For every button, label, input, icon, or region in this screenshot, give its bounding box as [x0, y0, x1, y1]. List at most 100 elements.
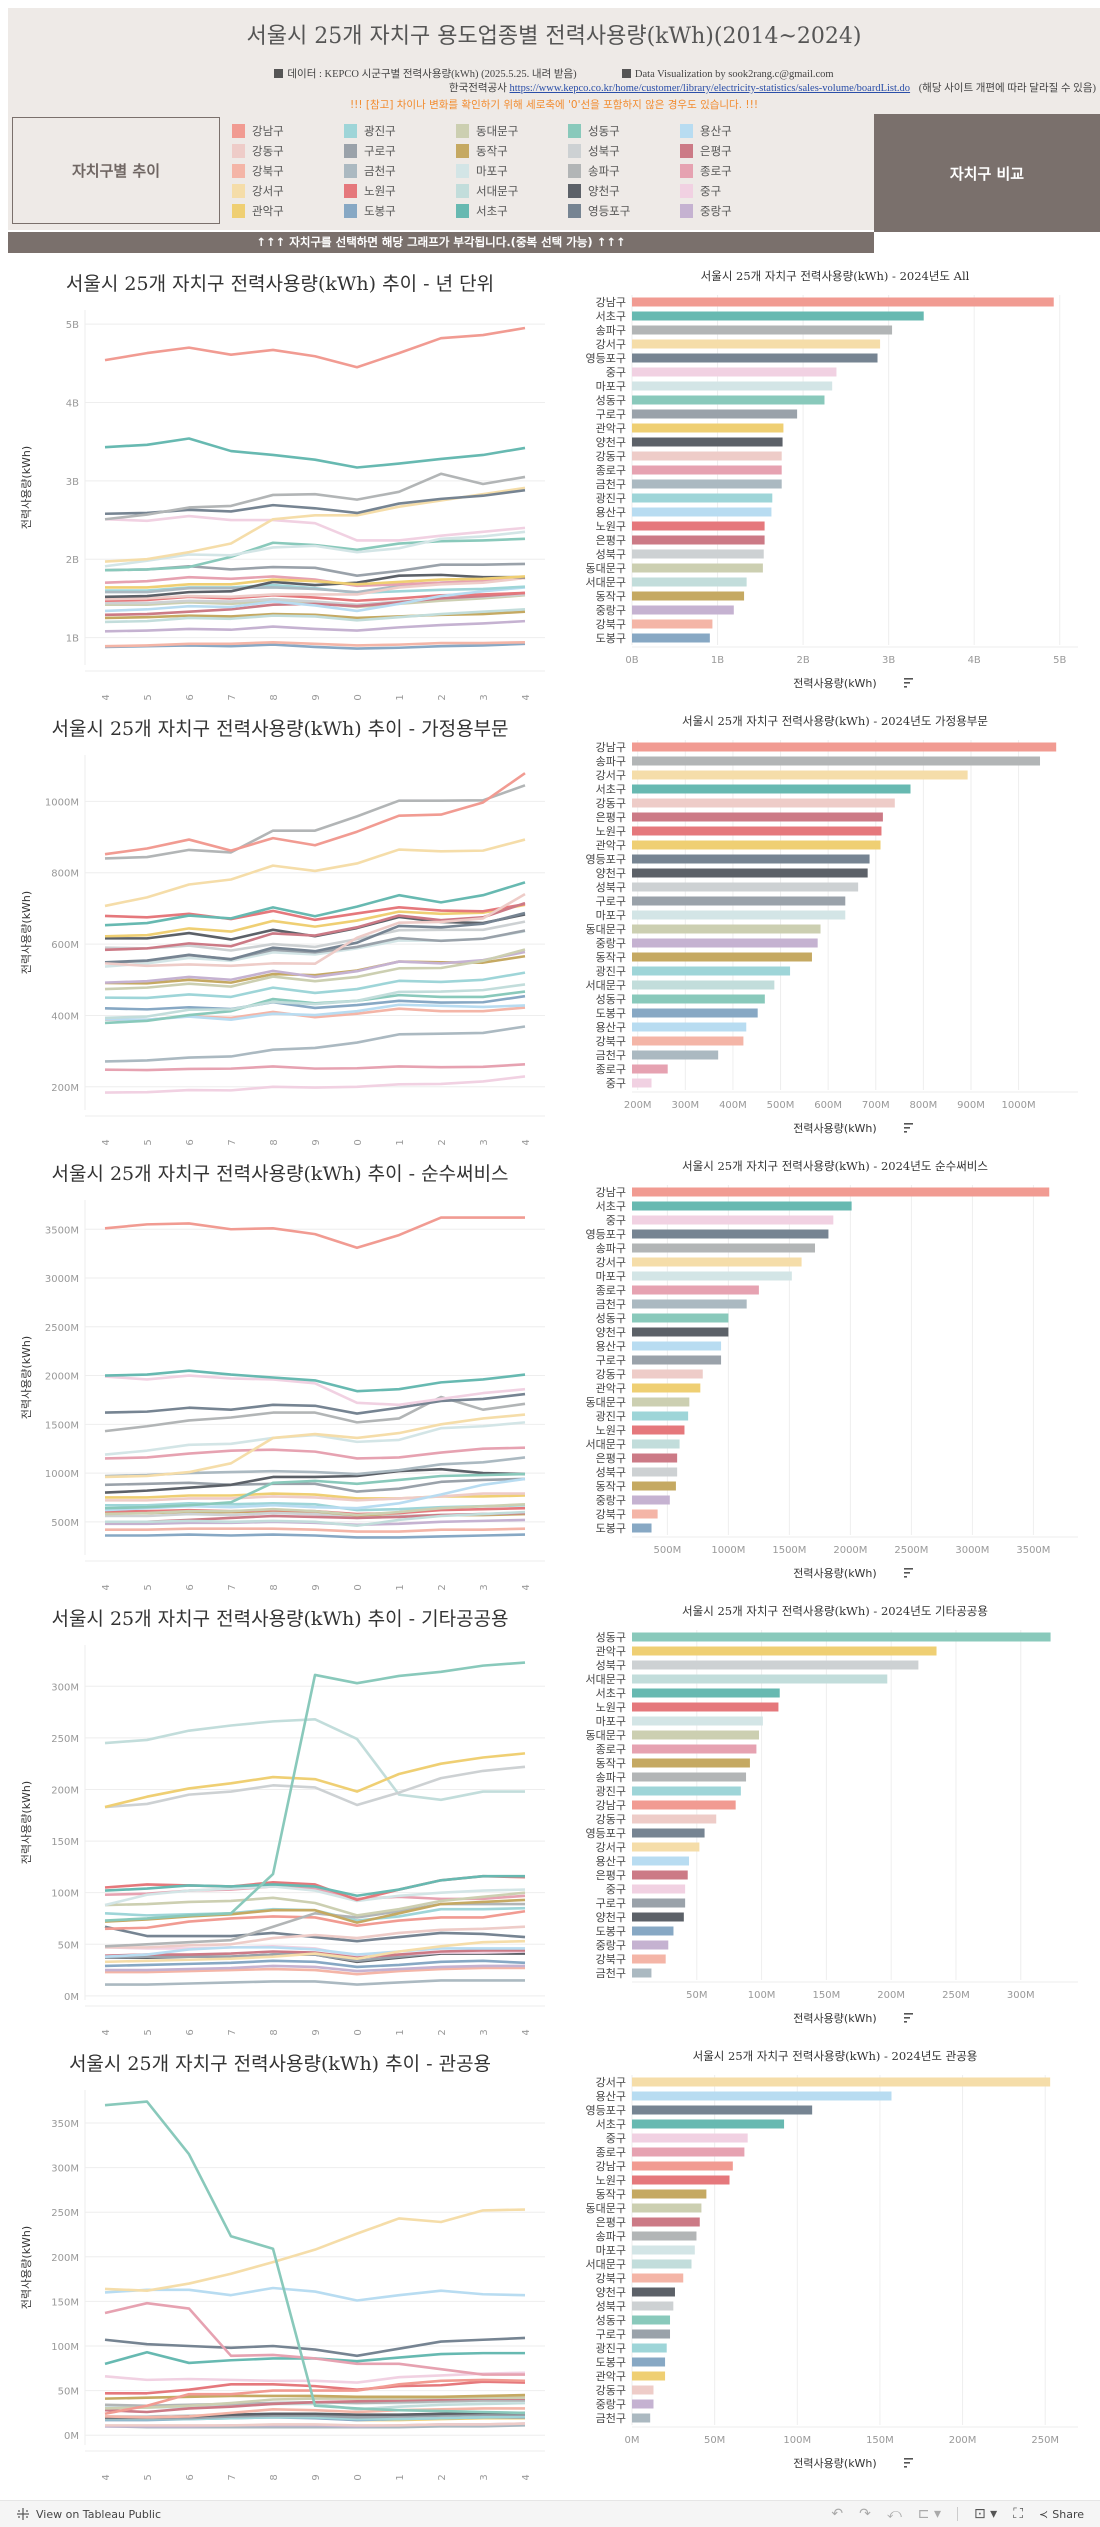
series-line-강서구[interactable] [104, 1939, 526, 1964]
bar-마포구[interactable] [632, 381, 833, 391]
series-line-강동구[interactable] [105, 1492, 525, 1502]
bar-금천구[interactable] [632, 1299, 747, 1309]
bar-서초구[interactable] [632, 311, 924, 321]
series-line-종로구[interactable] [104, 1063, 526, 1072]
bar-성동구[interactable] [632, 1313, 729, 1323]
bar-송파구[interactable] [632, 325, 893, 335]
series-line-중구[interactable] [104, 514, 526, 542]
fullscreen-icon[interactable]: ⛶ [1013, 2506, 1024, 2522]
series-line-양천구[interactable] [104, 573, 525, 599]
series-line-노원구[interactable] [104, 902, 526, 922]
bar-송파구[interactable] [632, 756, 1041, 766]
legend-item[interactable]: 마포구 [456, 161, 568, 181]
legend-item[interactable]: 중구 [680, 181, 792, 201]
bar-관악구[interactable] [632, 1646, 937, 1656]
bar-관악구[interactable] [632, 2371, 666, 2381]
bar-강북구[interactable] [632, 1509, 658, 1519]
bar-중랑구[interactable] [632, 1495, 670, 1505]
series-line-영등포구[interactable] [104, 1392, 526, 1415]
series-line-강북구[interactable] [105, 1966, 525, 1976]
legend-item[interactable]: 중랑구 [680, 201, 792, 221]
bar-강남구[interactable] [632, 742, 1057, 752]
series-line-강남구[interactable] [104, 1909, 526, 1931]
bar-은평구[interactable] [632, 812, 883, 822]
series-line-강동구[interactable] [104, 893, 526, 968]
bar-양천구[interactable] [632, 437, 783, 447]
sort-icon[interactable] [904, 678, 913, 688]
bar-용산구[interactable] [632, 1341, 722, 1351]
series-line-용산구[interactable] [104, 2286, 526, 2302]
bar-노원구[interactable] [632, 521, 765, 531]
bar-서대문구[interactable] [632, 2259, 692, 2269]
series-line-중랑구[interactable] [105, 1964, 525, 1973]
series-line-마포구[interactable] [104, 1885, 526, 1907]
bar-도봉구[interactable] [632, 633, 710, 643]
bar-종로구[interactable] [632, 465, 782, 475]
bar-동대문구[interactable] [632, 1730, 759, 1740]
series-line-종로구[interactable] [104, 2301, 525, 2376]
bar-서대문구[interactable] [632, 980, 775, 990]
series-line-마포구[interactable] [104, 530, 526, 568]
bar-관악구[interactable] [632, 423, 784, 433]
bar-성동구[interactable] [632, 994, 765, 1004]
series-line-관악구[interactable] [104, 903, 526, 938]
bar-노원구[interactable] [632, 1702, 779, 1712]
bar-성북구[interactable] [632, 1660, 919, 1670]
bar-중구[interactable] [632, 1215, 834, 1225]
series-line-광진구[interactable] [104, 971, 526, 1000]
series-line-강북구[interactable] [104, 640, 526, 648]
series-line-서대문구[interactable] [104, 983, 526, 1020]
bar-양천구[interactable] [632, 868, 868, 878]
undo-icon[interactable]: ↶ [831, 2506, 844, 2522]
bar-서대문구[interactable] [632, 1439, 680, 1449]
series-line-성북구[interactable] [104, 1765, 526, 1809]
bar-강동구[interactable] [632, 2385, 654, 2395]
legend-item[interactable]: 구로구 [344, 141, 456, 161]
share-button[interactable]: ≺ Share [1039, 2508, 1084, 2521]
legend-item[interactable]: 강서구 [232, 181, 344, 201]
legend-item[interactable]: 서초구 [456, 201, 568, 221]
legend-item[interactable]: 강동구 [232, 141, 344, 161]
legend-item[interactable]: 성동구 [568, 121, 680, 141]
legend-item[interactable]: 동대문구 [456, 121, 568, 141]
bar-서초구[interactable] [632, 2119, 785, 2129]
series-line-강동구[interactable] [105, 2422, 526, 2427]
bar-강서구[interactable] [632, 770, 968, 780]
series-line-영등포구[interactable] [104, 2336, 526, 2358]
bar-금천구[interactable] [632, 1968, 652, 1978]
district-trend-button[interactable]: 자치구별 추이 [12, 117, 220, 224]
bar-종로구[interactable] [632, 1285, 759, 1295]
bar-광진구[interactable] [632, 1411, 689, 1421]
bar-금천구[interactable] [632, 2413, 651, 2423]
series-line-서초구[interactable] [104, 881, 526, 927]
series-line-중랑구[interactable] [104, 950, 526, 984]
series-line-중구[interactable] [104, 1075, 526, 1094]
series-line-은평구[interactable] [104, 901, 526, 952]
bar-중구[interactable] [632, 2133, 748, 2143]
series-line-강서구[interactable] [104, 1413, 526, 1479]
bar-동대문구[interactable] [632, 1397, 690, 1407]
series-line-도봉구[interactable] [104, 994, 526, 1011]
bar-중랑구[interactable] [632, 1940, 669, 1950]
series-line-도봉구[interactable] [105, 1533, 526, 1539]
series-line-송파구[interactable] [104, 784, 526, 860]
bar-중랑구[interactable] [632, 938, 818, 948]
series-line-은평구[interactable] [104, 591, 526, 617]
bar-양천구[interactable] [632, 1912, 684, 1922]
series-line-강남구[interactable] [104, 2378, 526, 2416]
bar-은평구[interactable] [632, 535, 765, 545]
series-line-강남구[interactable] [104, 772, 526, 856]
legend-item[interactable]: 종로구 [680, 161, 792, 181]
bar-송파구[interactable] [632, 1243, 816, 1253]
series-line-강서구[interactable] [104, 838, 526, 908]
bar-영등포구[interactable] [632, 353, 878, 363]
bar-도봉구[interactable] [632, 1008, 758, 1018]
bar-중구[interactable] [632, 367, 837, 377]
bar-구로구[interactable] [632, 896, 846, 906]
bar-광진구[interactable] [632, 493, 773, 503]
bar-종로구[interactable] [632, 1064, 668, 1074]
series-line-용산구[interactable] [104, 1946, 525, 1958]
series-line-종로구[interactable] [104, 575, 526, 588]
bar-광진구[interactable] [632, 2343, 667, 2353]
bar-용산구[interactable] [632, 2091, 892, 2101]
